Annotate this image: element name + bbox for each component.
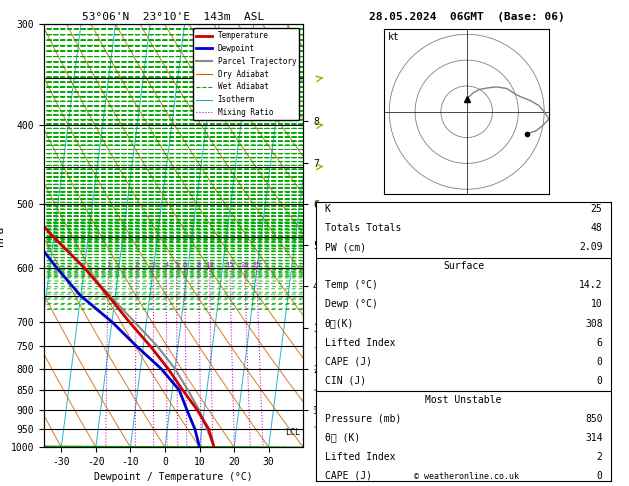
- Text: © weatheronline.co.uk: © weatheronline.co.uk: [415, 472, 519, 481]
- Text: Most Unstable: Most Unstable: [425, 395, 502, 404]
- Text: 314: 314: [585, 433, 603, 443]
- Text: θᴇ (K): θᴇ (K): [325, 433, 360, 443]
- Text: Pressure (mb): Pressure (mb): [325, 414, 401, 423]
- Text: CIN (J): CIN (J): [325, 376, 365, 385]
- Y-axis label: hPa: hPa: [0, 226, 5, 246]
- Text: 25: 25: [591, 205, 603, 214]
- Text: Lifted Index: Lifted Index: [325, 451, 395, 462]
- Text: 4: 4: [164, 262, 169, 268]
- Text: 0: 0: [597, 376, 603, 385]
- Text: 8: 8: [196, 262, 201, 268]
- Text: Lifted Index: Lifted Index: [325, 337, 395, 347]
- Text: 2: 2: [134, 262, 138, 268]
- Text: PW (cm): PW (cm): [325, 243, 365, 253]
- Text: Dewp (°C): Dewp (°C): [325, 299, 377, 310]
- Text: 10: 10: [591, 299, 603, 310]
- Text: Temp (°C): Temp (°C): [325, 280, 377, 291]
- Text: CAPE (J): CAPE (J): [325, 470, 372, 481]
- X-axis label: Dewpoint / Temperature (°C): Dewpoint / Temperature (°C): [94, 472, 253, 483]
- Title: 53°06'N  23°10'E  143m  ASL: 53°06'N 23°10'E 143m ASL: [82, 12, 265, 22]
- Text: 1: 1: [106, 262, 111, 268]
- Text: 6: 6: [183, 262, 187, 268]
- Text: 20: 20: [240, 262, 249, 268]
- Text: K: K: [325, 205, 330, 214]
- Text: θᴇ(K): θᴇ(K): [325, 318, 354, 329]
- Legend: Temperature, Dewpoint, Parcel Trajectory, Dry Adiabat, Wet Adiabat, Isotherm, Mi: Temperature, Dewpoint, Parcel Trajectory…: [193, 28, 299, 120]
- Text: 6: 6: [597, 337, 603, 347]
- Text: 25: 25: [252, 262, 261, 268]
- Text: 2.09: 2.09: [579, 243, 603, 253]
- Text: 14.2: 14.2: [579, 280, 603, 291]
- Text: 5: 5: [174, 262, 179, 268]
- Text: 48: 48: [591, 224, 603, 233]
- Text: 28.05.2024  06GMT  (Base: 06): 28.05.2024 06GMT (Base: 06): [369, 12, 565, 22]
- Text: 0: 0: [597, 470, 603, 481]
- Text: Surface: Surface: [443, 261, 484, 272]
- Text: 15: 15: [226, 262, 234, 268]
- Text: 2: 2: [597, 451, 603, 462]
- Text: 3: 3: [152, 262, 156, 268]
- Text: 10: 10: [205, 262, 214, 268]
- Text: LCL: LCL: [285, 428, 300, 437]
- Text: kt: kt: [387, 33, 399, 42]
- Text: CAPE (J): CAPE (J): [325, 357, 372, 366]
- Text: 0: 0: [597, 357, 603, 366]
- Text: Totals Totals: Totals Totals: [325, 224, 401, 233]
- Y-axis label: km
ASL: km ASL: [325, 227, 346, 244]
- Text: 308: 308: [585, 318, 603, 329]
- Text: 850: 850: [585, 414, 603, 423]
